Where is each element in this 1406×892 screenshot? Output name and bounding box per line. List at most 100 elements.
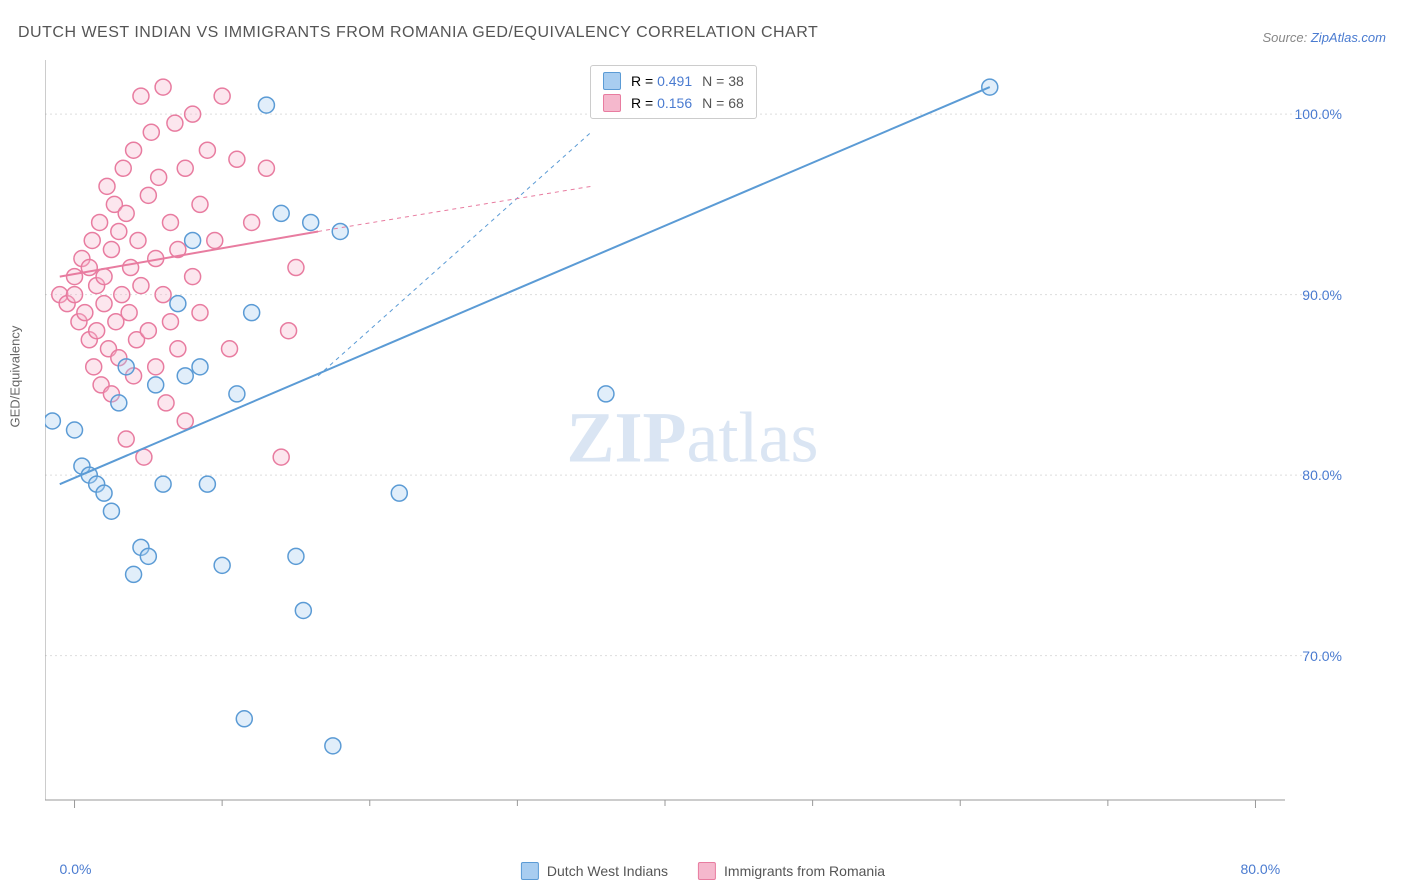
scatter-point xyxy=(273,205,289,221)
stat-row: R = 0.491 N = 38 xyxy=(603,72,744,90)
scatter-point xyxy=(84,232,100,248)
scatter-point xyxy=(155,476,171,492)
scatter-point xyxy=(96,269,112,285)
scatter-point xyxy=(111,223,127,239)
legend: Dutch West Indians Immigrants from Romani… xyxy=(521,862,885,880)
scatter-point xyxy=(229,386,245,402)
scatter-point xyxy=(185,232,201,248)
stat-row: R = 0.156 N = 68 xyxy=(603,94,744,112)
y-tick-label: 80.0% xyxy=(1302,467,1342,483)
scatter-point xyxy=(77,305,93,321)
x-tick-label: 0.0% xyxy=(60,861,92,877)
scatter-point xyxy=(236,711,252,727)
scatter-point xyxy=(332,223,348,239)
scatter-point xyxy=(126,142,142,158)
scatter-point xyxy=(162,314,178,330)
y-tick-label: 70.0% xyxy=(1302,648,1342,664)
scatter-point xyxy=(214,557,230,573)
scatter-point xyxy=(170,296,186,312)
scatter-point xyxy=(121,305,137,321)
scatter-point xyxy=(99,178,115,194)
legend-swatch xyxy=(698,862,716,880)
scatter-point xyxy=(123,260,139,276)
scatter-point xyxy=(295,602,311,618)
scatter-point xyxy=(177,160,193,176)
scatter-point xyxy=(86,359,102,375)
scatter-point xyxy=(170,341,186,357)
scatter-point xyxy=(151,169,167,185)
scatter-point xyxy=(118,205,134,221)
scatter-point xyxy=(67,422,83,438)
chart-container: DUTCH WEST INDIAN VS IMMIGRANTS FROM ROM… xyxy=(0,0,1406,892)
plot-area: ZIPatlas R = 0.491 N = 38 R = 0.156 N = … xyxy=(45,60,1340,815)
scatter-point xyxy=(118,431,134,447)
scatter-point xyxy=(229,151,245,167)
scatter-point xyxy=(177,368,193,384)
trend-dash xyxy=(318,186,591,231)
legend-item: Immigrants from Romania xyxy=(698,862,885,880)
scatter-point xyxy=(192,305,208,321)
scatter-point xyxy=(288,260,304,276)
scatter-point xyxy=(391,485,407,501)
source-link[interactable]: ZipAtlas.com xyxy=(1311,30,1386,45)
scatter-point xyxy=(281,323,297,339)
scatter-point xyxy=(103,503,119,519)
scatter-point xyxy=(598,386,614,402)
scatter-point xyxy=(140,548,156,564)
scatter-point xyxy=(303,214,319,230)
scatter-point xyxy=(96,296,112,312)
scatter-point xyxy=(67,287,83,303)
scatter-point xyxy=(167,115,183,131)
scatter-point xyxy=(115,160,131,176)
trend-line xyxy=(60,87,990,484)
correlation-stats-box: R = 0.491 N = 38 R = 0.156 N = 68 xyxy=(590,65,757,119)
stat-swatch xyxy=(603,72,621,90)
stat-swatch xyxy=(603,94,621,112)
x-tick-label: 80.0% xyxy=(1240,861,1280,877)
y-tick-label: 100.0% xyxy=(1295,106,1342,122)
scatter-point xyxy=(96,485,112,501)
scatter-point xyxy=(155,79,171,95)
legend-item: Dutch West Indians xyxy=(521,862,668,880)
scatter-point xyxy=(126,566,142,582)
scatter-plot-svg xyxy=(45,60,1340,815)
scatter-point xyxy=(185,269,201,285)
scatter-point xyxy=(244,305,260,321)
scatter-point xyxy=(111,395,127,411)
scatter-point xyxy=(148,359,164,375)
scatter-point xyxy=(288,548,304,564)
scatter-point xyxy=(155,287,171,303)
scatter-point xyxy=(325,738,341,754)
scatter-point xyxy=(148,377,164,393)
scatter-point xyxy=(244,214,260,230)
scatter-point xyxy=(130,232,146,248)
y-axis-label: GED/Equivalency xyxy=(8,326,23,428)
y-tick-label: 90.0% xyxy=(1302,287,1342,303)
scatter-point xyxy=(199,142,215,158)
scatter-point xyxy=(192,196,208,212)
scatter-point xyxy=(273,449,289,465)
scatter-point xyxy=(92,214,108,230)
scatter-point xyxy=(118,359,134,375)
scatter-point xyxy=(177,413,193,429)
scatter-point xyxy=(192,359,208,375)
legend-swatch xyxy=(521,862,539,880)
scatter-point xyxy=(89,323,105,339)
chart-title: DUTCH WEST INDIAN VS IMMIGRANTS FROM ROM… xyxy=(18,24,818,42)
scatter-point xyxy=(133,278,149,294)
scatter-point xyxy=(114,287,130,303)
scatter-point xyxy=(207,232,223,248)
scatter-point xyxy=(185,106,201,122)
scatter-point xyxy=(214,88,230,104)
scatter-point xyxy=(258,97,274,113)
trend-dash xyxy=(318,132,591,376)
scatter-point xyxy=(162,214,178,230)
scatter-point xyxy=(140,323,156,339)
scatter-point xyxy=(158,395,174,411)
scatter-point xyxy=(140,187,156,203)
scatter-point xyxy=(199,476,215,492)
source-attribution: Source: ZipAtlas.com xyxy=(1262,30,1386,45)
scatter-point xyxy=(45,413,60,429)
scatter-point xyxy=(103,242,119,258)
scatter-point xyxy=(133,88,149,104)
